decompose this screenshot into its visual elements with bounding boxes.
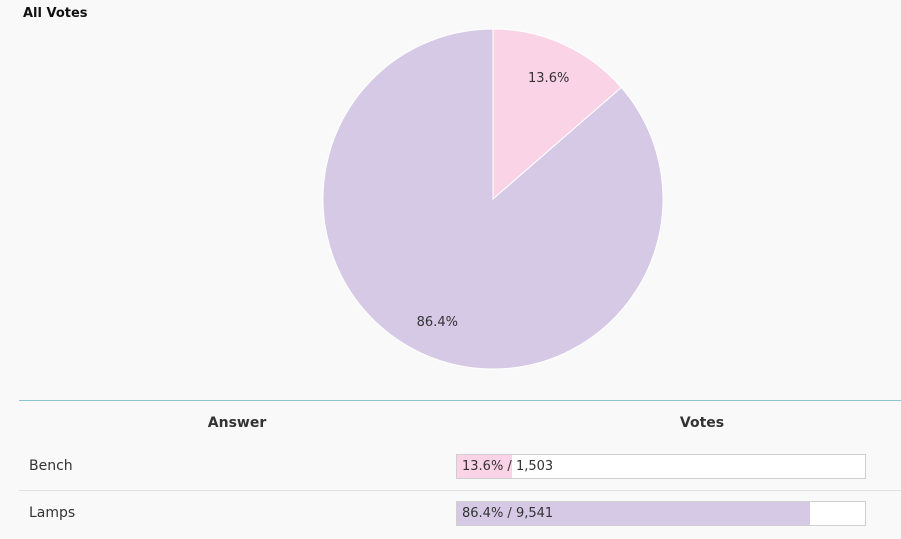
- vote-bar-label: 86.4% / 9,541: [462, 506, 554, 521]
- pie-slice-label: 86.4%: [417, 315, 458, 330]
- answer-label: Lamps: [29, 505, 76, 521]
- vote-bar-fill: [457, 502, 810, 525]
- table-row: Lamps 86.4% / 9,541: [19, 491, 901, 537]
- pie-chart: 13.6% 86.4%: [322, 28, 664, 370]
- vote-bar: 86.4% / 9,541: [456, 501, 866, 526]
- answer-label: Bench: [29, 458, 73, 474]
- chart-title: All Votes: [23, 6, 88, 21]
- votes-column-header: Votes: [679, 415, 725, 431]
- pie-slice-label: 13.6%: [528, 71, 569, 86]
- vote-bar-label: 13.6% / 1,503: [462, 459, 554, 474]
- table-divider: [19, 400, 901, 401]
- vote-bar: 13.6% / 1,503: [456, 454, 866, 479]
- answer-column-header: Answer: [207, 415, 267, 431]
- table-row: Bench 13.6% / 1,503: [19, 444, 901, 491]
- vote-bar-fill: [457, 455, 513, 478]
- pie-slice-lamps: [322, 28, 664, 370]
- pie-slice-bench: [492, 28, 622, 201]
